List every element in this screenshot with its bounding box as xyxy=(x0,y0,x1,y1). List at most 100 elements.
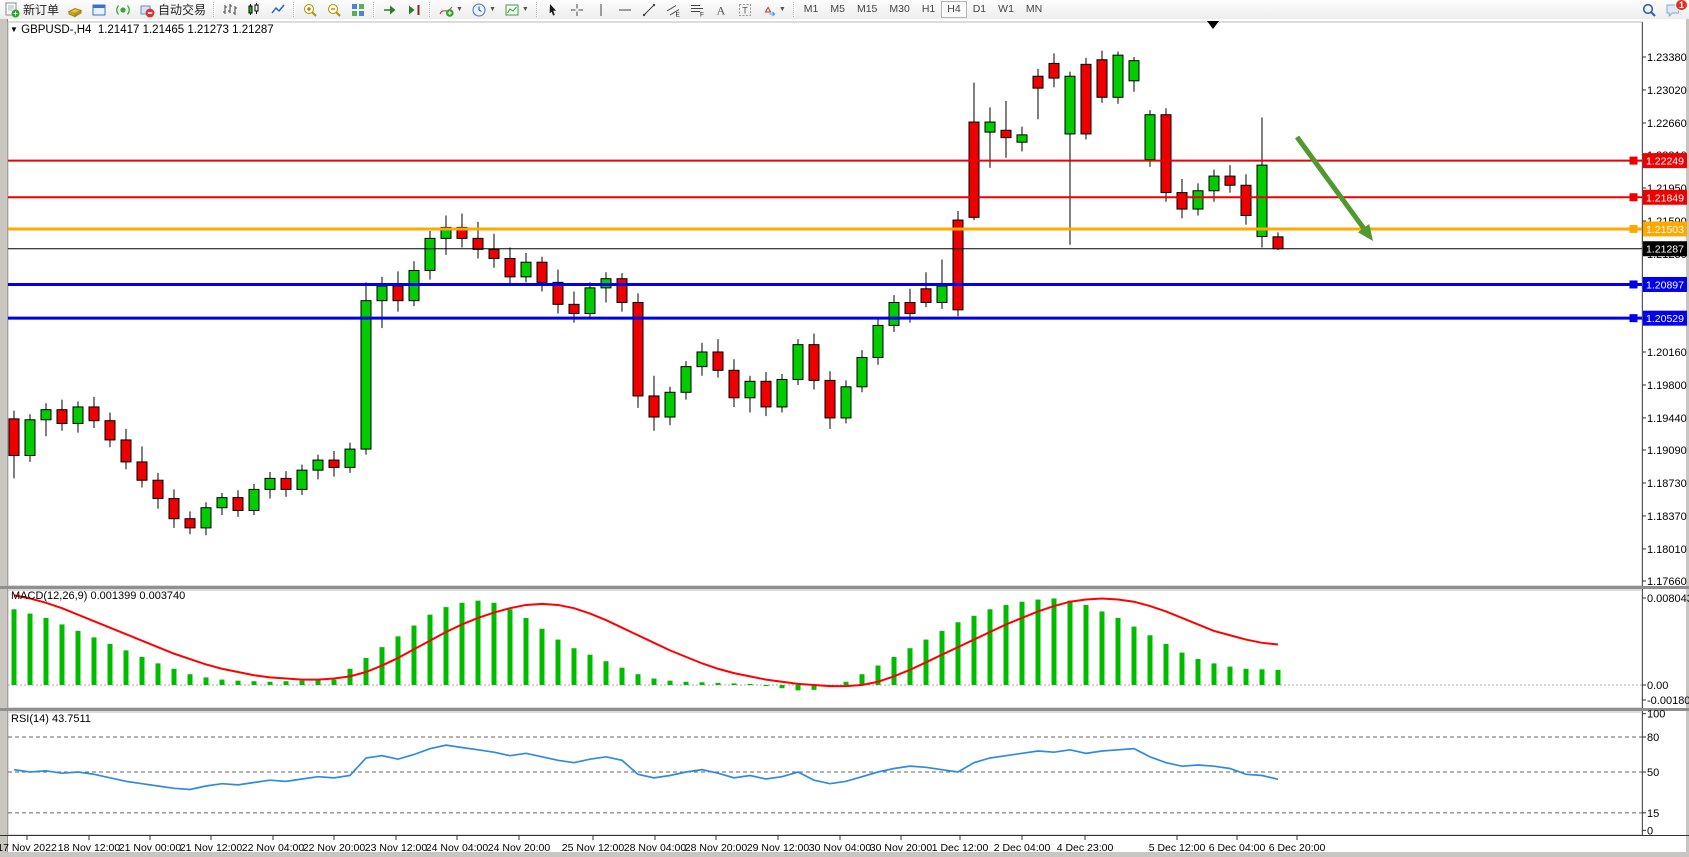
timeframe-m1-button[interactable]: M1 xyxy=(803,3,819,15)
toolbar-bars-chart-button[interactable] xyxy=(219,1,241,19)
svg-text:1.21287: 1.21287 xyxy=(1646,244,1684,256)
svg-text:T: T xyxy=(742,5,748,15)
svg-text:1.20529: 1.20529 xyxy=(1646,313,1684,325)
svg-text:100: 100 xyxy=(1647,709,1665,721)
toolbar-text-button[interactable]: A xyxy=(710,1,732,19)
toolbar-periods-button[interactable]: ▼ xyxy=(468,1,499,19)
horizontal-line-icon xyxy=(618,9,631,10)
toolbar-signals-button[interactable] xyxy=(112,1,134,19)
svg-text:21 Nov 00:00: 21 Nov 00:00 xyxy=(119,842,182,854)
timeframe-m5-button[interactable]: M5 xyxy=(830,3,845,15)
toolbar-horizontal-line-button[interactable] xyxy=(614,1,636,19)
timeframe-w1-button[interactable]: W1 xyxy=(998,3,1014,15)
dropdown-arrow-icon[interactable]: ▼ xyxy=(488,6,496,13)
toolbar-crosshair-button[interactable] xyxy=(566,1,588,19)
periods-icon xyxy=(472,3,486,16)
toolbar-zoom-in-button[interactable] xyxy=(299,1,321,19)
main-toolbar: 新订单 自动交易 ▼ ▼ ▼ E F A T ▼ M1 M5 M15 M30 H1 H4 D1 W1 MN 1 xyxy=(0,0,1689,20)
svg-text:0: 0 xyxy=(1647,825,1653,837)
toolbar-arrows-button[interactable]: ▼ xyxy=(758,1,789,19)
toolbar-candle-chart-button[interactable] xyxy=(243,1,265,19)
trend-annotation-arrow[interactable] xyxy=(1294,135,1373,241)
svg-text:50: 50 xyxy=(1647,767,1659,779)
toolbar-vertical-line-button[interactable] xyxy=(590,1,612,19)
price-badges: 1.22249 1.21849 1.21503 1.21287 1.20897 1.205… xyxy=(1643,153,1687,326)
tile-windows-icon xyxy=(352,3,365,16)
chart-shift-icon xyxy=(409,4,420,15)
toolbar-trendline-button[interactable] xyxy=(638,1,660,19)
svg-text:6 Dec 04:00: 6 Dec 04:00 xyxy=(1209,842,1266,854)
svg-text:30 Nov 20:00: 30 Nov 20:00 xyxy=(870,842,933,854)
svg-text:22 Nov 20:00: 22 Nov 20:00 xyxy=(303,842,366,854)
svg-text:30 Nov 04:00: 30 Nov 04:00 xyxy=(809,842,872,854)
market-window-icon xyxy=(92,4,106,15)
notification-badge: 1 xyxy=(1674,0,1688,11)
svg-text:15: 15 xyxy=(1647,808,1659,820)
arrows-icon xyxy=(764,5,776,16)
toolbar-zoom-out-button[interactable] xyxy=(323,1,345,19)
toolbar-auto-trading-button[interactable]: 自动交易 xyxy=(136,1,209,19)
dropdown-arrow-icon[interactable]: ▼ xyxy=(456,6,463,13)
svg-text:1.21849: 1.21849 xyxy=(1646,192,1684,204)
toolbar-chat-button[interactable]: 1 xyxy=(1662,0,1688,19)
toolbar-market-window-button[interactable] xyxy=(88,1,110,19)
toolbar-templates-button[interactable]: ▼ xyxy=(501,1,532,19)
svg-text:17 Nov 2022: 17 Nov 2022 xyxy=(0,842,57,854)
chart-shift-marker[interactable] xyxy=(1207,21,1219,29)
svg-text:1.23380: 1.23380 xyxy=(1647,52,1687,64)
svg-text:2 Dec 04:00: 2 Dec 04:00 xyxy=(994,842,1051,854)
auto-scroll-icon xyxy=(384,5,396,14)
chart-area[interactable]: 1.233801.230201.226601.223101.219501.215… xyxy=(0,19,1689,857)
dropdown-arrow-icon[interactable]: ▼ xyxy=(521,6,529,13)
timeframe-h1-button[interactable]: H1 xyxy=(921,3,936,15)
new-chart-icon xyxy=(439,6,454,17)
signals-icon xyxy=(116,4,130,15)
horizontal-lines[interactable] xyxy=(8,156,1642,323)
chart-panels xyxy=(7,21,1643,836)
svg-text:1 Dec 12:00: 1 Dec 12:00 xyxy=(932,842,989,854)
dropdown-arrow-icon[interactable]: ▼ xyxy=(778,6,786,13)
text-icon: A xyxy=(717,3,726,17)
svg-text:0.008043: 0.008043 xyxy=(1647,593,1689,605)
toolbar-equidistant-channel-button[interactable]: E xyxy=(662,1,684,19)
svg-text:28 Nov 20:00: 28 Nov 20:00 xyxy=(685,842,748,854)
toolbar-text-label-button[interactable]: T xyxy=(734,1,756,19)
toolbar-chart-shift-button[interactable] xyxy=(403,1,425,19)
toolbar-tile-windows-button[interactable] xyxy=(347,1,369,19)
toolbar-line-chart-button[interactable] xyxy=(267,1,289,19)
toolbar-fibonacci-button[interactable]: F xyxy=(686,1,708,19)
svg-text:25 Nov 12:00: 25 Nov 12:00 xyxy=(562,842,625,854)
timeframe-m15-button[interactable]: M15 xyxy=(856,3,878,15)
toolbar-auto-scroll-button[interactable] xyxy=(379,1,401,19)
chart-title-collapse-icon[interactable]: ▼ xyxy=(10,25,18,34)
svg-text:0.00: 0.00 xyxy=(1647,680,1668,692)
svg-text:F: F xyxy=(700,11,704,18)
timeframe-mn-button[interactable]: MN xyxy=(1025,3,1043,15)
timeframe-m30-button[interactable]: M30 xyxy=(889,3,910,15)
svg-text:1.19800: 1.19800 xyxy=(1647,380,1687,392)
toolbar-new-chart-button[interactable]: ▼ xyxy=(435,1,466,19)
svg-text:-0.001807: -0.001807 xyxy=(1647,695,1689,707)
svg-text:1.20160: 1.20160 xyxy=(1647,347,1687,359)
svg-text:18 Nov 12:00: 18 Nov 12:00 xyxy=(58,842,121,854)
timeframe-d1-button[interactable]: D1 xyxy=(972,3,987,15)
svg-text:1.17660: 1.17660 xyxy=(1647,576,1687,588)
panel-splitters[interactable] xyxy=(0,586,1689,711)
toolbar-new-order-button[interactable]: 新订单 xyxy=(1,1,62,19)
toolbar-styles-button[interactable] xyxy=(64,1,86,19)
macd-indicator-label: MACD(12,26,9) 0.001399 0.003740 xyxy=(11,590,186,602)
rsi-indicator-label: RSI(14) 43.7511 xyxy=(11,713,91,725)
svg-text:6 Dec 20:00: 6 Dec 20:00 xyxy=(1269,842,1326,854)
toolbar-separator xyxy=(535,2,538,17)
trendline-icon xyxy=(642,3,656,16)
equidistant-channel-icon: E xyxy=(666,4,680,18)
chart-title: ▼ GBPUSD-,H4 1.21417 1.21465 1.21273 1.2… xyxy=(10,24,274,36)
timeframe-h4-button[interactable]: H4 xyxy=(941,1,967,18)
bars-chart-icon xyxy=(223,3,238,15)
toolbar-cursor-button[interactable] xyxy=(542,1,564,19)
svg-text:24 Nov 04:00: 24 Nov 04:00 xyxy=(426,842,489,854)
svg-text:1.19440: 1.19440 xyxy=(1647,413,1687,425)
toolbar-search-button[interactable] xyxy=(1638,1,1660,19)
